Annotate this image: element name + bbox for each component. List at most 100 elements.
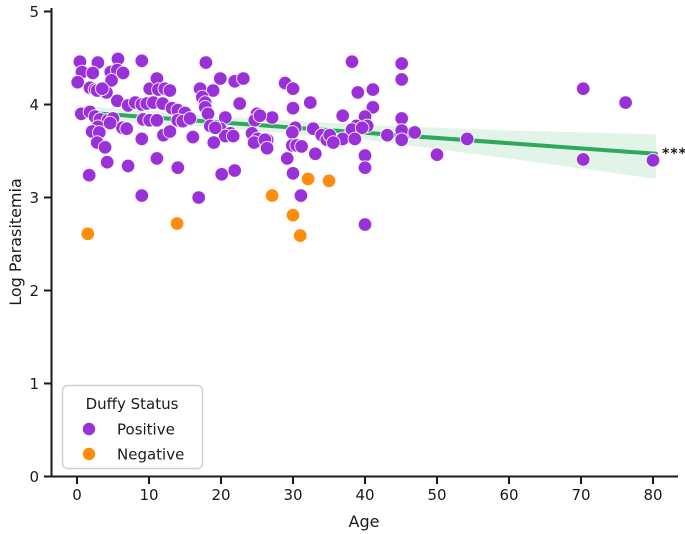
y-tick-label: 1: [29, 375, 39, 393]
data-point-positive: [645, 153, 661, 168]
data-point-positive: [350, 85, 366, 100]
x-tick-label: 10: [139, 486, 158, 504]
data-point-positive: [380, 127, 395, 143]
data-point-negative: [169, 216, 185, 231]
y-tick-label: 0: [29, 468, 39, 486]
data-point-negative: [80, 226, 96, 242]
data-point-positive: [365, 82, 381, 97]
data-point-negative: [292, 228, 308, 243]
y-tick-label: 2: [29, 282, 39, 300]
legend-marker-positive: [82, 422, 96, 436]
data-point-positive: [134, 131, 150, 147]
data-point-positive: [394, 72, 410, 87]
data-point-positive: [394, 111, 410, 126]
data-point-positive: [326, 135, 341, 150]
data-point-positive: [279, 151, 295, 166]
y-tick-label: 5: [29, 3, 39, 21]
y-tick-label: 4: [29, 96, 39, 114]
data-point-positive: [365, 100, 381, 115]
data-point-positive: [102, 115, 118, 131]
data-point-negative: [285, 207, 301, 223]
data-point-positive: [354, 120, 370, 136]
data-point-positive: [191, 190, 206, 205]
data-point-positive: [214, 167, 229, 182]
data-point-positive: [149, 113, 165, 128]
data-point-positive: [162, 83, 178, 98]
axes: 0 10 20 30 40 50 60 70 80 0 1 2 3 4 5: [29, 3, 678, 504]
data-point-positive: [236, 71, 251, 86]
significance-annotation: ***: [662, 146, 685, 162]
data-point-positive: [134, 53, 150, 69]
data-point-positive: [94, 81, 110, 96]
data-point-negative: [264, 188, 280, 203]
data-point-positive: [394, 132, 410, 148]
data-point-positive: [134, 188, 150, 203]
data-point-positive: [149, 151, 165, 166]
legend-label-negative: Negative: [117, 446, 184, 464]
x-tick-label: 50: [427, 486, 446, 504]
data-point-positive: [259, 140, 275, 156]
data-point-negative: [321, 173, 337, 189]
data-point-positive: [225, 128, 241, 144]
data-point-positive: [308, 146, 323, 162]
data-point-positive: [205, 83, 221, 98]
data-point-positive: [618, 95, 633, 110]
data-point-positive: [303, 95, 318, 110]
legend-title: Duffy Status: [86, 395, 179, 413]
data-point-positive: [293, 188, 309, 203]
data-point-positive: [357, 148, 373, 163]
data-point-positive: [575, 81, 591, 96]
data-point-positive: [227, 163, 242, 178]
x-tick-label: 0: [72, 486, 82, 504]
x-axis-ticks: 0 10 20 30 40 50 60 70 80: [72, 476, 663, 504]
scatter-points: [70, 51, 661, 243]
x-tick-label: 40: [355, 486, 374, 504]
data-point-positive: [81, 167, 97, 183]
data-point-positive: [294, 139, 309, 154]
data-point-positive: [119, 121, 134, 136]
data-point-positive: [182, 111, 198, 126]
data-point-negative: [300, 171, 316, 187]
y-tick-label: 3: [29, 189, 39, 207]
data-point-positive: [459, 131, 475, 147]
data-point-positive: [115, 65, 131, 81]
data-point-positive: [232, 96, 247, 111]
data-point-positive: [285, 100, 301, 116]
data-point-positive: [200, 106, 216, 122]
data-point-positive: [394, 56, 410, 71]
data-point-positive: [357, 217, 373, 232]
data-point-positive: [252, 108, 268, 123]
legend-marker-negative: [82, 447, 96, 461]
data-point-positive: [162, 124, 178, 139]
data-point-positive: [357, 160, 373, 175]
data-point-positive: [207, 120, 223, 136]
data-point-positive: [206, 135, 222, 150]
data-point-positive: [185, 129, 201, 145]
data-point-positive: [344, 54, 360, 70]
x-tick-label: 20: [211, 486, 230, 504]
data-point-positive: [70, 74, 85, 90]
data-point-positive: [170, 160, 186, 175]
x-tick-label: 30: [283, 486, 302, 504]
data-point-positive: [99, 154, 115, 170]
legend-label-positive: Positive: [117, 421, 175, 439]
data-point-positive: [575, 152, 591, 167]
data-point-positive: [97, 140, 113, 155]
data-point-positive: [264, 110, 280, 125]
data-point-positive: [85, 65, 101, 81]
data-point-positive: [285, 81, 301, 96]
y-axis-ticks: 0 1 2 3 4 5: [29, 3, 52, 486]
data-point-positive: [335, 108, 351, 123]
data-point-positive: [285, 166, 301, 181]
data-point-positive: [198, 55, 214, 70]
data-point-positive: [104, 73, 119, 88]
data-point-positive: [120, 158, 136, 174]
data-point-positive: [347, 131, 363, 147]
data-point-positive: [213, 71, 228, 86]
data-point-positive: [407, 125, 423, 140]
x-tick-label: 60: [499, 486, 518, 504]
legend: Duffy Status Positive Negative: [61, 384, 204, 470]
x-tick-label: 80: [643, 486, 662, 504]
